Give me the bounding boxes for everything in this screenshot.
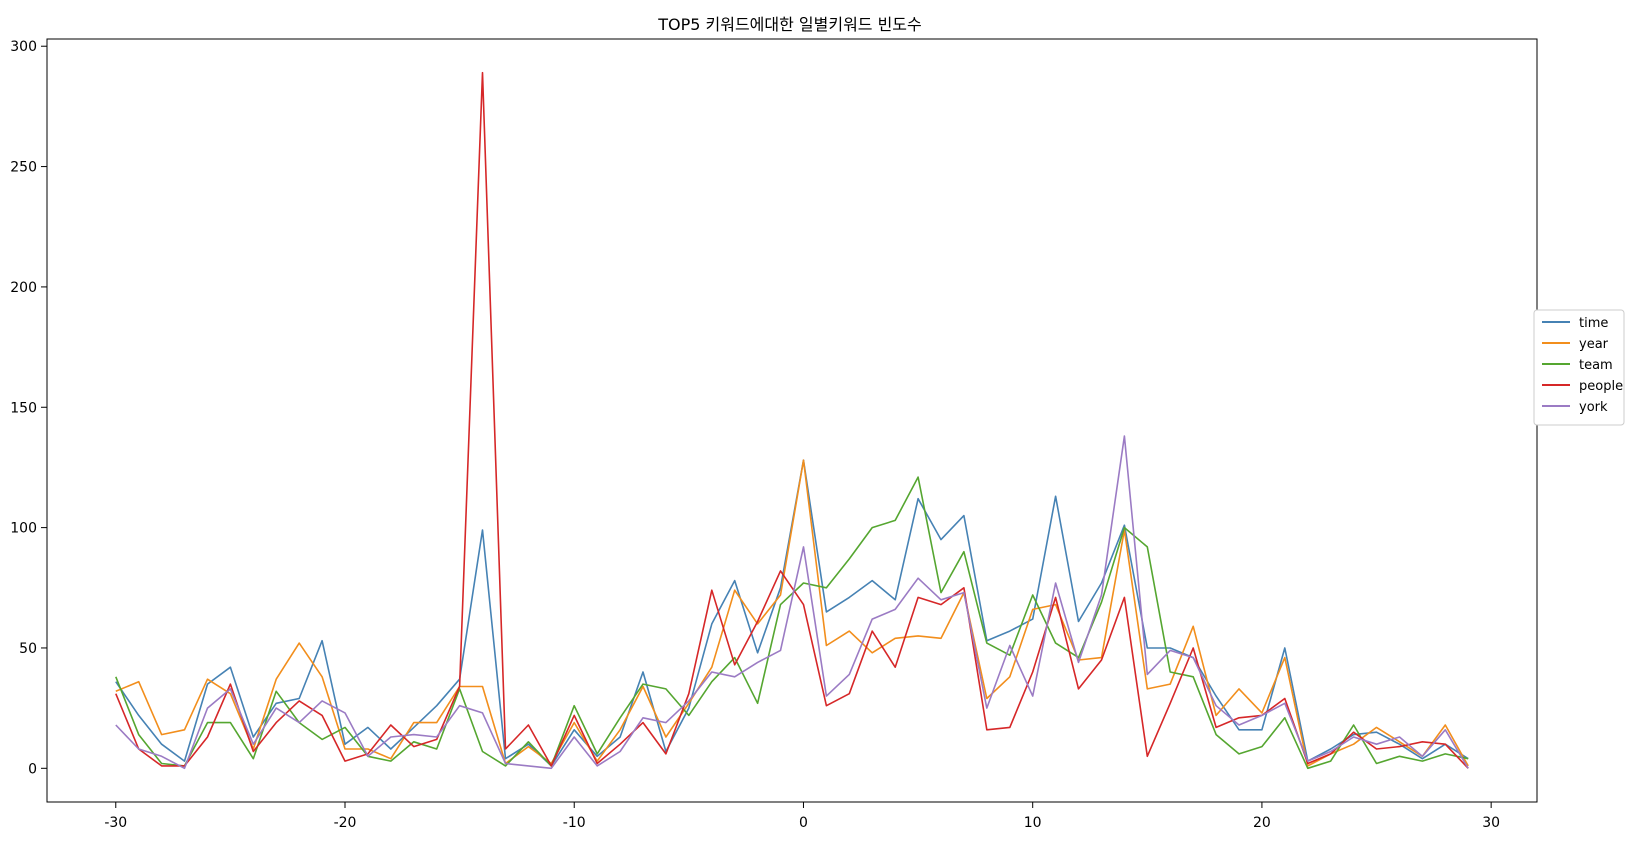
series-line-year (115, 459, 1469, 767)
x-tick-label: -20 (334, 815, 357, 831)
y-tick-label: 150 (10, 400, 37, 416)
series-line-team (115, 476, 1469, 770)
series-line-york (115, 435, 1469, 770)
legend-box (1533, 309, 1625, 426)
y-tick-label: 0 (28, 761, 37, 777)
y-tick-label: 200 (10, 280, 37, 296)
x-tick-label: -10 (563, 815, 586, 831)
x-tick-label: 20 (1253, 815, 1271, 831)
series-line-people (115, 71, 1469, 769)
x-tick-label: 0 (799, 815, 808, 831)
axes-frame (46, 38, 1538, 803)
x-tick-label: -30 (104, 815, 127, 831)
chart-title: TOP5 키워드에대한 일별키워드 빈도수 (657, 15, 922, 34)
legend-label-york: york (1579, 400, 1608, 415)
series-line-time (115, 459, 1469, 767)
x-axis: -30 -20 -10 0 10 20 30 (104, 802, 1500, 831)
legend: time year team people york (1533, 309, 1625, 426)
y-axis: 0 50 100 150 200 250 300 (10, 39, 47, 777)
y-tick-label: 300 (10, 39, 37, 55)
legend-label-people: people (1579, 379, 1623, 394)
y-tick-label: 100 (10, 521, 37, 537)
x-tick-label: 10 (1024, 815, 1042, 831)
legend-label-time: time (1579, 316, 1608, 331)
legend-label-year: year (1579, 337, 1609, 352)
y-tick-label: 250 (10, 160, 37, 176)
y-tick-label: 50 (19, 641, 37, 657)
x-tick-label: 30 (1482, 815, 1500, 831)
plot-area (115, 71, 1469, 770)
legend-label-team: team (1579, 358, 1613, 373)
